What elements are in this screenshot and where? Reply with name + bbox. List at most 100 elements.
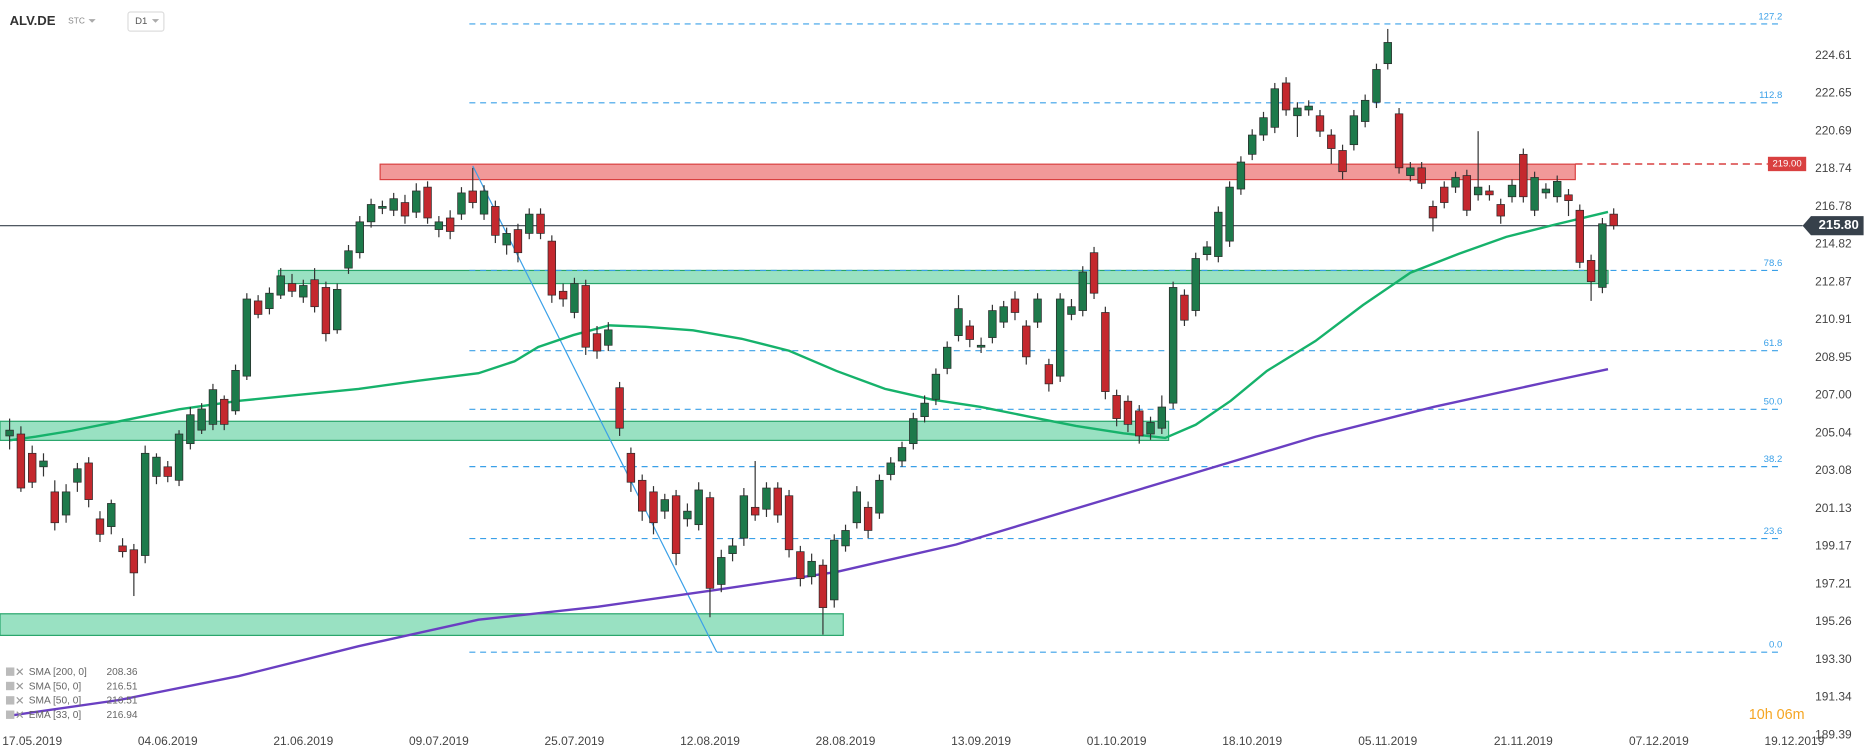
candle-body xyxy=(220,398,229,425)
background xyxy=(0,23,1803,653)
candle-body xyxy=(1236,161,1246,190)
x-tick-label: 21.11.2019 xyxy=(1494,734,1553,748)
candle-body xyxy=(287,283,297,292)
timeframe[interactable]: D1 xyxy=(135,16,147,27)
y-tick-label: 201.13 xyxy=(1815,501,1852,515)
candle-body xyxy=(1598,223,1607,288)
instrument-type[interactable]: STC xyxy=(68,16,85,26)
y-tick-label: 216.78 xyxy=(1815,199,1852,213)
y-tick-label: 222.65 xyxy=(1815,86,1852,100)
candle-body xyxy=(1485,190,1494,196)
candle-body xyxy=(321,287,331,335)
price-label: 219.00 xyxy=(1772,159,1801,170)
candle-body xyxy=(1270,88,1279,128)
candle-body xyxy=(1541,188,1551,194)
candle-body xyxy=(355,221,364,254)
indicator-name: SMA [50, 0] xyxy=(29,696,82,707)
y-tick-label: 195.26 xyxy=(1815,614,1852,628)
candle-body xyxy=(186,414,195,445)
y-tick-label: 191.34 xyxy=(1815,690,1852,704)
candle-body xyxy=(1462,175,1472,211)
candle-body xyxy=(1383,42,1392,65)
y-tick-label: 203.08 xyxy=(1815,463,1852,477)
candle-body xyxy=(943,346,952,369)
legend-icon xyxy=(5,696,15,705)
candle-body xyxy=(1259,117,1268,136)
candle-body xyxy=(638,479,647,512)
candle-body xyxy=(1530,177,1539,211)
candle-body xyxy=(976,344,986,348)
candle-body xyxy=(50,491,59,524)
candle-body xyxy=(1519,153,1528,198)
candle-body xyxy=(920,402,929,418)
candle-body xyxy=(445,217,455,232)
zone xyxy=(379,163,1576,181)
candle-body xyxy=(61,491,71,516)
y-tick-label: 210.91 xyxy=(1815,312,1852,326)
candle-body xyxy=(739,495,749,539)
candle-body xyxy=(1214,211,1223,257)
fib-label: 112.8 xyxy=(1759,90,1782,101)
candle-body xyxy=(344,250,353,269)
candle-body xyxy=(378,206,387,209)
fib-label: 0.0 xyxy=(1769,640,1782,651)
fib-label: 78.6 xyxy=(1764,258,1783,269)
x-tick-label: 25.07.2019 xyxy=(545,734,605,748)
candle-body xyxy=(1360,99,1370,122)
candle-body xyxy=(265,292,274,309)
candle-body xyxy=(581,285,590,348)
dropdown-caret[interactable] xyxy=(88,19,96,23)
candle-body xyxy=(1101,312,1110,392)
candle-body xyxy=(1022,325,1031,358)
candle-body xyxy=(1507,184,1517,198)
candle-body xyxy=(1349,115,1359,146)
candle-body xyxy=(909,418,918,445)
trend-line xyxy=(472,165,718,653)
price-label: 215.80 xyxy=(1819,217,1859,232)
x-tick-label: 18.10.2019 xyxy=(1222,734,1282,748)
legend-icon xyxy=(5,667,15,676)
candle-body xyxy=(1327,134,1336,149)
x-tick-label: 12.08.2019 xyxy=(680,734,740,748)
candle-body xyxy=(750,506,760,516)
x-tick-label: 19.12.2019 xyxy=(1765,734,1825,748)
candle-body xyxy=(570,283,579,313)
candle-body xyxy=(1078,271,1087,311)
candle-body xyxy=(513,229,523,254)
candle-body xyxy=(1112,395,1121,419)
candle-body xyxy=(841,530,850,547)
dropdown-caret[interactable] xyxy=(151,19,160,23)
candle-body xyxy=(897,447,907,462)
candle-body xyxy=(1033,298,1042,323)
candle-body xyxy=(118,545,127,553)
candle-body xyxy=(39,460,48,468)
symbol[interactable]: ALV.DE xyxy=(10,13,56,28)
candle-body xyxy=(152,456,161,477)
candle-body xyxy=(705,497,715,589)
timeframe-box[interactable] xyxy=(127,11,165,32)
candle-body xyxy=(310,279,319,308)
candle-body xyxy=(1451,177,1460,188)
candle-body xyxy=(1564,194,1573,201)
candle-body xyxy=(863,506,873,531)
candle-body xyxy=(242,298,252,377)
candle-body xyxy=(694,489,703,526)
candle-body xyxy=(671,495,681,554)
candle-body xyxy=(604,329,613,346)
candle-body xyxy=(1372,69,1381,103)
candle-body xyxy=(333,288,342,331)
candle-body xyxy=(965,325,974,340)
y-tick-label: 193.30 xyxy=(1815,652,1852,666)
candle-body xyxy=(1281,82,1291,111)
candle-body xyxy=(28,452,37,483)
candle-body xyxy=(1168,287,1178,404)
indicator-value: 208.36 xyxy=(106,667,137,678)
candle-body xyxy=(1010,298,1020,313)
y-tick-label: 220.69 xyxy=(1815,124,1852,138)
price-label-box xyxy=(1802,216,1864,236)
indicator-value: 216.94 xyxy=(106,710,137,721)
candle-body xyxy=(412,190,421,213)
candle-body xyxy=(1202,246,1212,255)
candle-body xyxy=(1338,150,1347,173)
candle-body xyxy=(649,491,658,524)
